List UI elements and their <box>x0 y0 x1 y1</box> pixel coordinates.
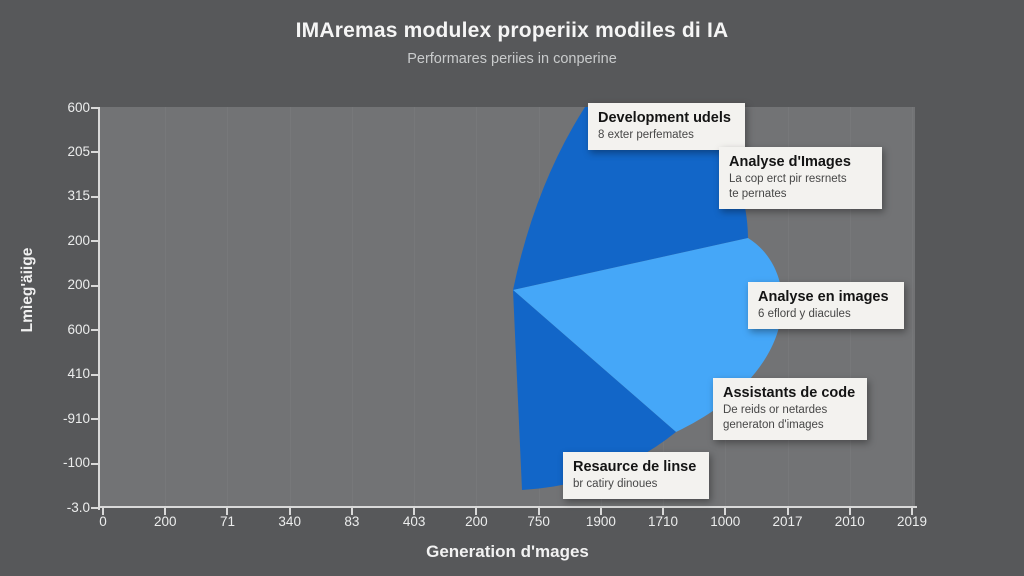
x-tick-label: 71 <box>219 514 235 529</box>
gridline <box>414 107 416 507</box>
callout-subtext: br catiry dinoues <box>573 477 658 490</box>
callout-box: Analyse en images 6 eflord y diacules <box>748 282 904 330</box>
callout-title: Assistants de code <box>723 385 856 401</box>
pie-sector-top-dark <box>513 107 748 290</box>
x-tick-label: 2019 <box>896 514 928 529</box>
y-axis-title: Lmìeg'äiige <box>19 247 36 333</box>
callout-subtext: te pernates <box>729 188 787 201</box>
x-tick-mark <box>724 508 727 515</box>
y-tick-label: 410 <box>67 366 90 382</box>
y-tick-mark <box>91 462 99 465</box>
y-tick-label: -910 <box>62 410 90 426</box>
y-tick-mark <box>91 373 99 376</box>
gridline <box>227 107 229 507</box>
x-tick-label: 1000 <box>710 514 741 529</box>
y-tick-mark <box>91 195 99 198</box>
callout-subtext: 8 exter perfemates <box>598 128 694 141</box>
x-tick-label: 0 <box>99 514 107 529</box>
callout-subtext: 6 eflord y diacules <box>758 307 851 320</box>
callout-box: Resaurce de linse br catiry dinoues <box>563 452 709 500</box>
y-tick-mark <box>91 107 99 109</box>
x-tick-label: 1710 <box>648 514 679 529</box>
y-axis-line <box>98 107 100 510</box>
chart-title: IMAremas modulex properiix modiles di IA <box>295 19 729 42</box>
pie-sector-bottom-dark <box>513 290 676 490</box>
y-tick-label: 205 <box>67 143 90 159</box>
y-tick-mark <box>91 240 99 243</box>
y-tick-mark <box>91 329 99 332</box>
x-tick-label: 83 <box>344 514 360 529</box>
x-tick-mark <box>413 508 416 515</box>
x-tick-mark <box>786 508 789 515</box>
x-tick-mark <box>475 508 478 515</box>
y-tick-label: 200 <box>67 232 90 248</box>
y-tick-label: -100 <box>62 455 90 471</box>
callout-box: Analyse d'Images La cop erct pir resrnets… <box>719 147 882 210</box>
gridline <box>476 107 478 507</box>
x-tick-label: 750 <box>527 514 550 529</box>
x-tick-label: 1900 <box>585 514 616 529</box>
y-tick-mark <box>91 418 99 421</box>
y-tick-label: 200 <box>67 277 90 293</box>
y-tick-mark <box>91 507 99 509</box>
x-tick-label: 2010 <box>834 514 865 529</box>
callout-box: Development udels 8 exter perfemates <box>588 103 745 151</box>
y-tick-label: 600 <box>67 321 90 337</box>
callout-subtext: generaton d'images <box>723 419 824 432</box>
y-tick-label: -3.0 <box>66 499 90 515</box>
x-tick-label: 2017 <box>772 514 803 529</box>
x-tick-mark <box>226 508 229 515</box>
y-tick-label: 315 <box>67 188 90 204</box>
x-tick-mark <box>848 508 851 515</box>
gridline <box>912 107 913 507</box>
callout-title: Analyse d'Images <box>729 154 851 170</box>
y-tick-mark <box>91 151 99 154</box>
gridline <box>289 107 291 507</box>
callout-box: Assistants de code De reids or netardes ge… <box>713 378 867 441</box>
x-tick-mark <box>164 508 167 515</box>
callout-subtext: La cop erct pir resrnets <box>729 172 847 185</box>
x-tick-mark <box>537 508 540 515</box>
chart-subtitle: Performares periies in conperine <box>407 51 617 67</box>
x-axis-line <box>98 506 917 508</box>
callout-title: Analyse en images <box>758 289 889 305</box>
x-axis-title: Generation d'mages <box>426 542 589 561</box>
x-tick-label: 340 <box>278 514 301 529</box>
gridline <box>351 107 353 507</box>
x-tick-mark <box>102 508 104 515</box>
x-tick-mark <box>350 508 353 515</box>
x-tick-mark <box>662 508 665 515</box>
x-tick-label: 403 <box>402 514 426 529</box>
x-tick-mark <box>288 508 291 515</box>
x-tick-mark <box>599 508 602 515</box>
callout-subtext: De reids or netardes <box>723 403 828 416</box>
x-tick-mark <box>911 508 913 515</box>
callout-title: Resaurce de linse <box>573 459 697 475</box>
gridline <box>165 107 167 507</box>
x-tick-label: 200 <box>153 514 177 529</box>
y-tick-label: 600 <box>67 99 90 115</box>
callout-title: Development udels <box>598 110 731 126</box>
y-tick-mark <box>91 284 99 287</box>
x-tick-label: 200 <box>465 514 488 529</box>
